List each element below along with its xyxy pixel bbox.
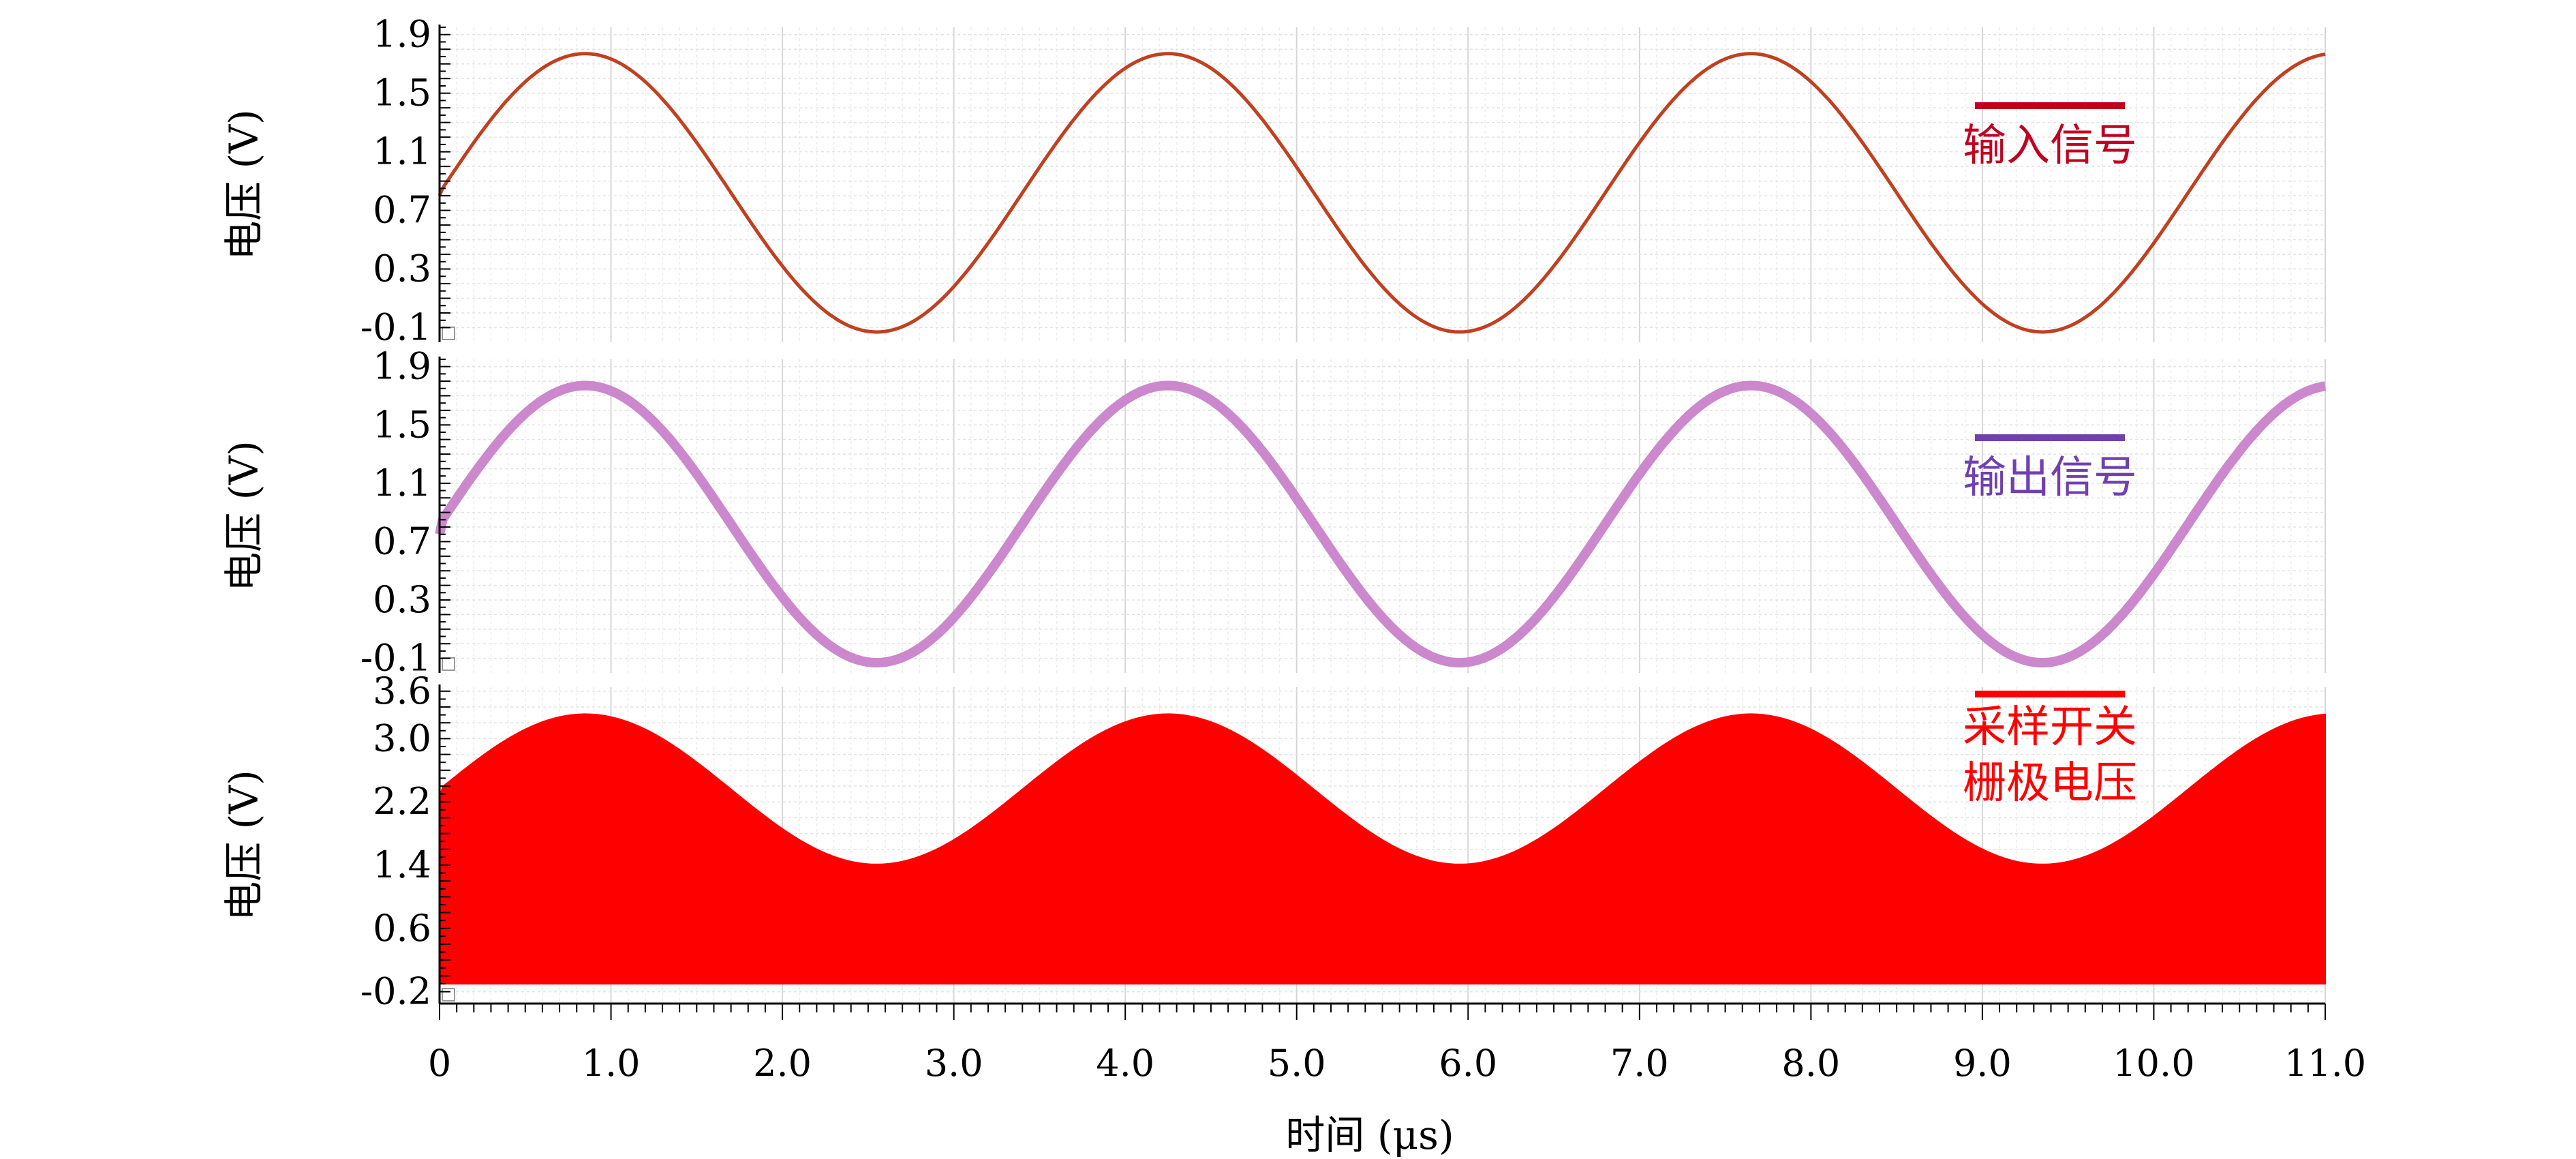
y-tick-label: 3.0 (373, 717, 431, 759)
x-tick-label: 0 (428, 1042, 451, 1085)
series-area-gate-voltage (439, 713, 2326, 984)
x-axis: 0 1.0 2.0 3.0 4.0 5.0 6.0 7.0 8.0 9.0 10.0 11.0 (428, 1002, 2366, 1085)
y-tick-label: 0.3 (373, 578, 431, 621)
y-tick-label: 2.2 (373, 780, 431, 823)
y-tick-label: 1.9 (373, 13, 431, 56)
x-tick-label: 5.0 (1268, 1042, 1326, 1085)
y-tick-label: 0.6 (373, 907, 431, 950)
y-tick-label: -0.2 (361, 970, 431, 1013)
x-tick-label: 1.0 (582, 1042, 641, 1085)
panel-input-signal: -0.1 0.3 0.7 1.1 1.5 1.9 电压 (V) 输入信号 (221, 13, 2326, 349)
x-tick-label: 4.0 (1096, 1042, 1154, 1085)
y-tick-label: 0.7 (373, 189, 431, 232)
y-axis-label: 电压 (V) (221, 770, 267, 921)
x-axis-label: 时间 (μs) (1285, 1112, 1454, 1158)
marker-icon (442, 988, 455, 1002)
y-tick-label: -0.1 (361, 306, 431, 349)
x-tick-label: 8.0 (1781, 1042, 1840, 1085)
x-tick-label: 10.0 (2113, 1042, 2194, 1085)
x-tick-label: 2.0 (753, 1042, 812, 1085)
legend-label: 输出信号 (1963, 453, 2137, 503)
y-tick-label: 1.5 (373, 72, 431, 115)
x-tick-label: 7.0 (1610, 1042, 1669, 1085)
series-line-input (438, 52, 2326, 334)
x-tick-label: 11.0 (2284, 1042, 2366, 1085)
series-line-output (435, 380, 2327, 667)
y-tick-label: 1.9 (373, 345, 431, 388)
legend-label: 输入信号 (1963, 121, 2137, 171)
x-tick-label: 3.0 (925, 1042, 983, 1085)
y-tick-label: 1.5 (373, 403, 431, 446)
x-tick-label: 6.0 (1439, 1042, 1497, 1085)
legend-label: 采样开关 (1963, 702, 2137, 753)
y-tick-label: 3.6 (373, 669, 431, 712)
legend-label: 栅极电压 (1963, 758, 2137, 809)
x-tick-label: 9.0 (1953, 1042, 2012, 1085)
y-tick-label: 0.7 (373, 520, 431, 562)
marker-icon (442, 327, 455, 340)
y-axis-label: 电压 (V) (221, 109, 267, 260)
y-tick-label: -0.1 (361, 637, 431, 680)
marker-icon (442, 657, 455, 671)
y-tick-label: 1.1 (373, 462, 431, 505)
y-tick-label: 0.3 (373, 247, 431, 290)
panel-output-signal: -0.1 0.3 0.7 1.1 1.5 1.9 电压 (V) 输出信号 (221, 345, 2327, 680)
y-tick-label: 1.4 (373, 843, 431, 886)
y-axis-label: 电压 (V) (221, 440, 267, 592)
y-tick-label: 1.1 (373, 130, 431, 173)
